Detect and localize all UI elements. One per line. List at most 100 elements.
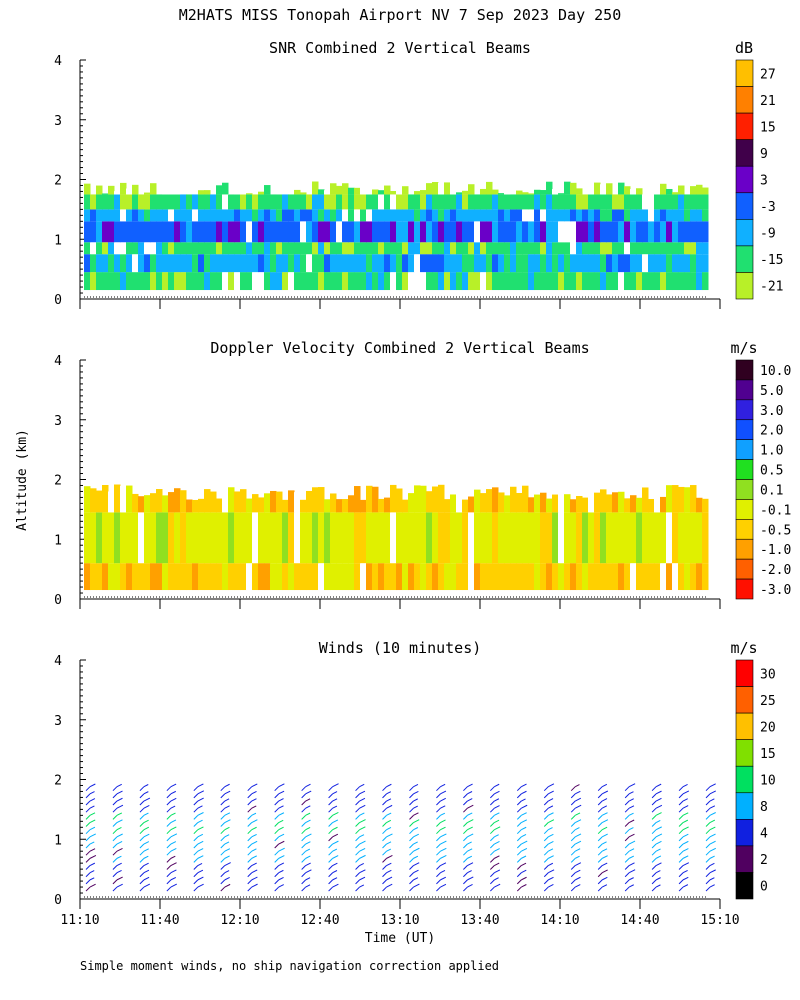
- heatmap-cell: [276, 194, 283, 210]
- wind-barb: [382, 876, 393, 885]
- heatmap-cell: [300, 209, 307, 222]
- wind-barb: [463, 798, 473, 806]
- x-tick-label: 12:40: [300, 913, 339, 928]
- heatmap-cell: [96, 272, 103, 291]
- heatmap-cell: [666, 254, 673, 273]
- wind-barb: [489, 883, 501, 892]
- heatmap-cell: [336, 209, 343, 222]
- wind-barb: [705, 783, 716, 792]
- heatmap-cell: [102, 194, 109, 210]
- heatmap-cell: [438, 242, 445, 255]
- heatmap-cell: [192, 242, 199, 255]
- heatmap-cell: [684, 242, 691, 255]
- heatmap-cell: [648, 221, 655, 243]
- wind-barb: [112, 833, 123, 842]
- x-tick-label: 13:10: [380, 913, 419, 928]
- heatmap-cell: [402, 209, 409, 222]
- wind-barb: [597, 783, 608, 792]
- heatmap-cell: [84, 209, 91, 222]
- heatmap-cell: [210, 563, 217, 591]
- heatmap-cell: [96, 185, 103, 195]
- wind-barb: [651, 833, 663, 842]
- heatmap-cell: [294, 272, 301, 291]
- heatmap-cell: [300, 194, 307, 210]
- wind-barb: [436, 812, 446, 820]
- heatmap-cell: [660, 221, 667, 243]
- wind-barb: [651, 877, 661, 885]
- heatmap-cell: [246, 194, 253, 210]
- colorbar-swatch: [735, 558, 754, 580]
- heatmap-cell: [102, 254, 109, 273]
- heatmap-cell: [144, 221, 151, 243]
- wind-barb: [301, 790, 312, 799]
- wind-barb: [382, 848, 392, 856]
- wind-barb: [516, 798, 526, 806]
- wind-barb: [85, 870, 95, 878]
- heatmap-cell: [150, 209, 157, 222]
- heatmap-cell: [114, 194, 121, 210]
- heatmap-cell: [462, 512, 469, 564]
- heatmap-cell: [624, 209, 631, 222]
- wind-barb: [247, 805, 257, 813]
- heatmap-cell: [492, 221, 499, 243]
- heatmap-cell: [228, 221, 235, 243]
- heatmap-cell: [612, 194, 619, 210]
- wind-barb: [543, 812, 554, 820]
- wind-barb: [570, 819, 582, 827]
- wind-barb: [301, 869, 312, 878]
- wind-barb: [409, 841, 418, 849]
- wind-barb: [409, 855, 419, 863]
- wind-barb: [301, 826, 311, 835]
- heatmap-cell: [306, 254, 313, 273]
- heatmap-cell: [96, 563, 103, 591]
- heatmap-cell: [504, 182, 511, 195]
- heatmap-cell: [504, 194, 511, 210]
- heatmap-cell: [390, 563, 397, 591]
- heatmap-cell: [420, 194, 427, 210]
- heatmap-cell: [552, 563, 559, 591]
- heatmap-cell: [498, 563, 505, 591]
- wind-barb: [436, 862, 447, 870]
- heatmap-cell: [594, 221, 601, 243]
- wind-barb: [328, 870, 338, 878]
- wind-barb: [651, 855, 662, 863]
- heatmap-cell: [354, 563, 361, 591]
- heatmap-cell: [186, 272, 193, 291]
- heatmap-cell: [264, 221, 271, 243]
- wind-barb: [705, 847, 716, 856]
- wind-barb: [570, 827, 580, 835]
- heatmap-cell: [288, 272, 295, 291]
- wind-barb: [463, 826, 473, 835]
- heatmap-cell: [288, 490, 295, 513]
- heatmap-cell: [648, 512, 655, 564]
- wind-barb: [489, 826, 501, 835]
- heatmap-cell: [138, 242, 145, 255]
- heatmap-cell: [210, 272, 217, 291]
- heatmap-cell: [684, 254, 691, 273]
- wind-barb: [597, 826, 608, 835]
- heatmap-cell: [558, 193, 565, 195]
- heatmap-cell: [330, 563, 337, 591]
- heatmap-cell: [642, 194, 649, 210]
- wind-barb: [570, 797, 582, 806]
- heatmap-cell: [456, 563, 463, 591]
- heatmap-cell: [468, 496, 475, 513]
- heatmap-cell: [522, 272, 529, 291]
- snr-colorbar: 27 21 15 9 3 -3 -9 -15 -21: [735, 59, 783, 300]
- colorbar-label: 3.0: [760, 404, 783, 419]
- heatmap-cell: [162, 512, 169, 564]
- heatmap-cell: [654, 242, 661, 255]
- heatmap-cell: [576, 188, 583, 195]
- heatmap-cell: [252, 254, 259, 273]
- wind-barb: [301, 819, 311, 827]
- heatmap-cell: [456, 209, 463, 222]
- heatmap-cell: [594, 182, 601, 195]
- heatmap-cell: [234, 272, 241, 291]
- heatmap-cell: [636, 254, 643, 273]
- heatmap-cell: [378, 512, 385, 564]
- heatmap-cell: [408, 221, 415, 243]
- wind-barb: [274, 819, 284, 827]
- wind-barb: [328, 826, 338, 835]
- wind-barb: [543, 805, 554, 813]
